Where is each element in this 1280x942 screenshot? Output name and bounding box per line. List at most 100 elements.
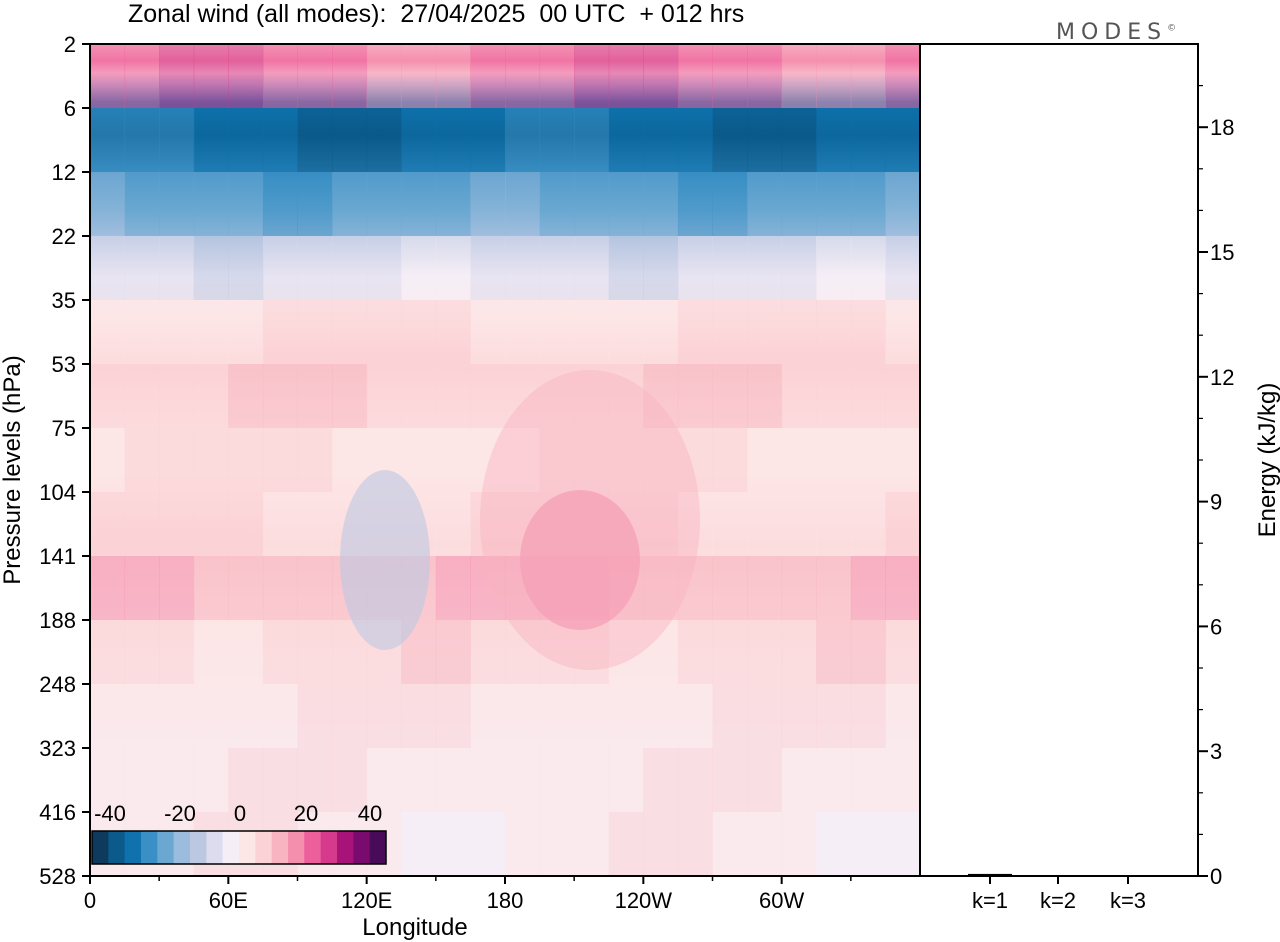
wind-band-cell — [850, 364, 886, 428]
wind-band-cell — [747, 172, 783, 236]
wind-band-cell — [850, 44, 886, 108]
wind-band-cell — [228, 492, 264, 556]
wind-band-cell — [124, 556, 160, 620]
wind-band-cell — [159, 684, 195, 748]
wind-band-cell — [470, 748, 506, 812]
wind-band-cell — [159, 172, 195, 236]
wind-band-cell — [124, 300, 160, 364]
wind-band-cell — [747, 364, 783, 428]
colorbar-label: 0 — [234, 801, 246, 826]
x-tick-label: 0 — [84, 888, 96, 913]
wind-band-cell — [262, 236, 298, 300]
wind-band-cell — [366, 748, 402, 812]
wind-band-cell — [677, 172, 713, 236]
wind-band-cell — [608, 364, 644, 428]
colorbar-swatch — [271, 831, 289, 864]
wind-band-cell — [885, 684, 921, 748]
wind-band-cell — [470, 172, 506, 236]
wind-band-cell — [677, 556, 713, 620]
wind-band-cell — [781, 44, 817, 108]
wind-band-cell — [470, 684, 506, 748]
wind-band-cell — [505, 108, 541, 172]
wind-band-cell — [193, 620, 229, 684]
wind-band-cell — [401, 428, 437, 492]
wind-band-cell — [643, 428, 679, 492]
wind-band-cell — [297, 620, 333, 684]
wind-band-cell — [297, 108, 333, 172]
energy-y-tick-label: 9 — [1210, 490, 1222, 515]
wind-band-cell — [850, 812, 886, 876]
y-tick-label: 22 — [52, 224, 76, 249]
colorbar-label: -40 — [94, 801, 126, 826]
wind-band-cell — [332, 300, 368, 364]
wind-band-cell — [228, 108, 264, 172]
wind-band-cell — [574, 364, 610, 428]
wind-band-cell — [401, 108, 437, 172]
wind-band-cell — [366, 236, 402, 300]
wind-band-cell — [228, 620, 264, 684]
y-tick-label: 416 — [39, 800, 76, 825]
wind-band-cell — [262, 556, 298, 620]
wind-band-cell — [885, 172, 921, 236]
wind-band-cell — [435, 44, 471, 108]
wind-band-cell — [574, 44, 610, 108]
wind-band-cell — [90, 108, 126, 172]
wind-band-cell — [332, 684, 368, 748]
wind-band-cell — [228, 684, 264, 748]
wind-band-cell — [643, 684, 679, 748]
wind-band-cell — [850, 236, 886, 300]
wind-band-cell — [159, 108, 195, 172]
wind-band-cell — [193, 44, 229, 108]
wind-band-cell — [539, 300, 575, 364]
wind-band-cell — [228, 428, 264, 492]
wind-band-cell — [193, 748, 229, 812]
wind-band-cell — [90, 364, 126, 428]
wind-band-cell — [712, 812, 748, 876]
wind-band-cell — [712, 44, 748, 108]
wind-band-cell — [435, 684, 471, 748]
wind-band-cell — [435, 620, 471, 684]
wind-band-cell — [228, 364, 264, 428]
wind-band-cell — [297, 748, 333, 812]
wind-band-cell — [816, 492, 852, 556]
wind-band-cell — [435, 300, 471, 364]
wind-band-cell — [539, 428, 575, 492]
wind-band-cell — [608, 620, 644, 684]
energy-y-tick-label: 0 — [1210, 864, 1222, 889]
wind-band-cell — [816, 428, 852, 492]
colorbar-swatch — [353, 831, 370, 864]
wind-band-cell — [435, 492, 471, 556]
wind-band-cell — [539, 44, 575, 108]
wind-band-cell — [366, 300, 402, 364]
colorbar-swatch — [157, 831, 174, 864]
wind-band-cell — [262, 428, 298, 492]
wind-band-cell — [228, 748, 264, 812]
wind-band-cell — [885, 812, 921, 876]
wind-band-cell — [159, 748, 195, 812]
wind-band-cell — [90, 300, 126, 364]
energy-bar — [968, 873, 1012, 876]
wind-band-cell — [747, 300, 783, 364]
wind-band-cell — [262, 44, 298, 108]
wind-band-cell — [677, 300, 713, 364]
wind-band-cell — [332, 44, 368, 108]
wind-band-cell — [124, 748, 160, 812]
wind-band-cell — [366, 684, 402, 748]
wind-band-cell — [816, 812, 852, 876]
colorbar-label: 40 — [358, 801, 382, 826]
wind-band-cell — [574, 812, 610, 876]
y-tick-label: 75 — [52, 416, 76, 441]
wind-band-cell — [505, 44, 541, 108]
wind-band-cell — [159, 300, 195, 364]
x-axis-label: Longitude — [362, 914, 467, 941]
wind-band-cell — [608, 236, 644, 300]
wind-band-cell — [401, 364, 437, 428]
wind-band-cell — [539, 684, 575, 748]
wind-band-cell — [262, 108, 298, 172]
wind-band-cell — [539, 812, 575, 876]
wind-band-cell — [262, 748, 298, 812]
wind-band-cell — [781, 556, 817, 620]
wind-band-cell — [262, 620, 298, 684]
wind-band-cell — [332, 428, 368, 492]
